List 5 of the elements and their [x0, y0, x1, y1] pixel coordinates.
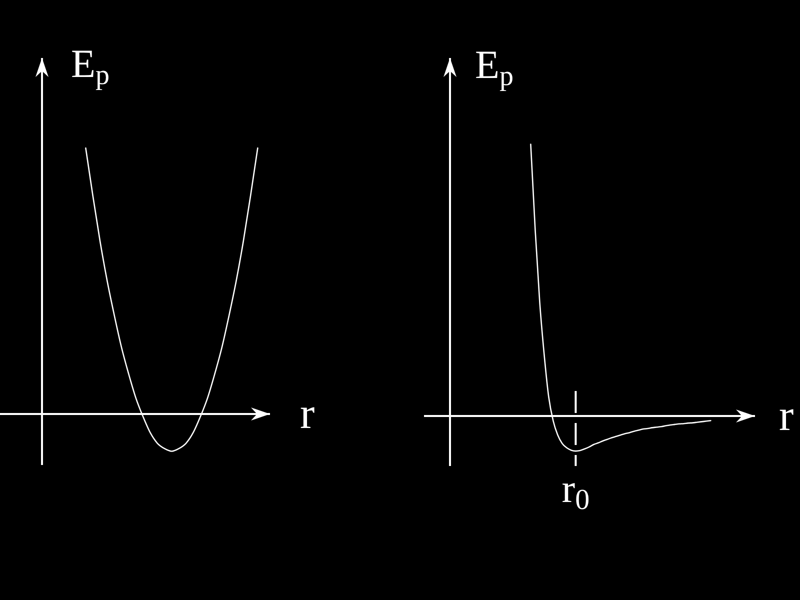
text: r$_{0}$	[562, 466, 590, 516]
y-axis-title: E$_{p}$	[71, 41, 110, 91]
x-axis-title: r	[300, 389, 315, 438]
y-axis-title: E$_{p}$	[475, 42, 514, 92]
x-axis-title: r	[779, 391, 794, 440]
